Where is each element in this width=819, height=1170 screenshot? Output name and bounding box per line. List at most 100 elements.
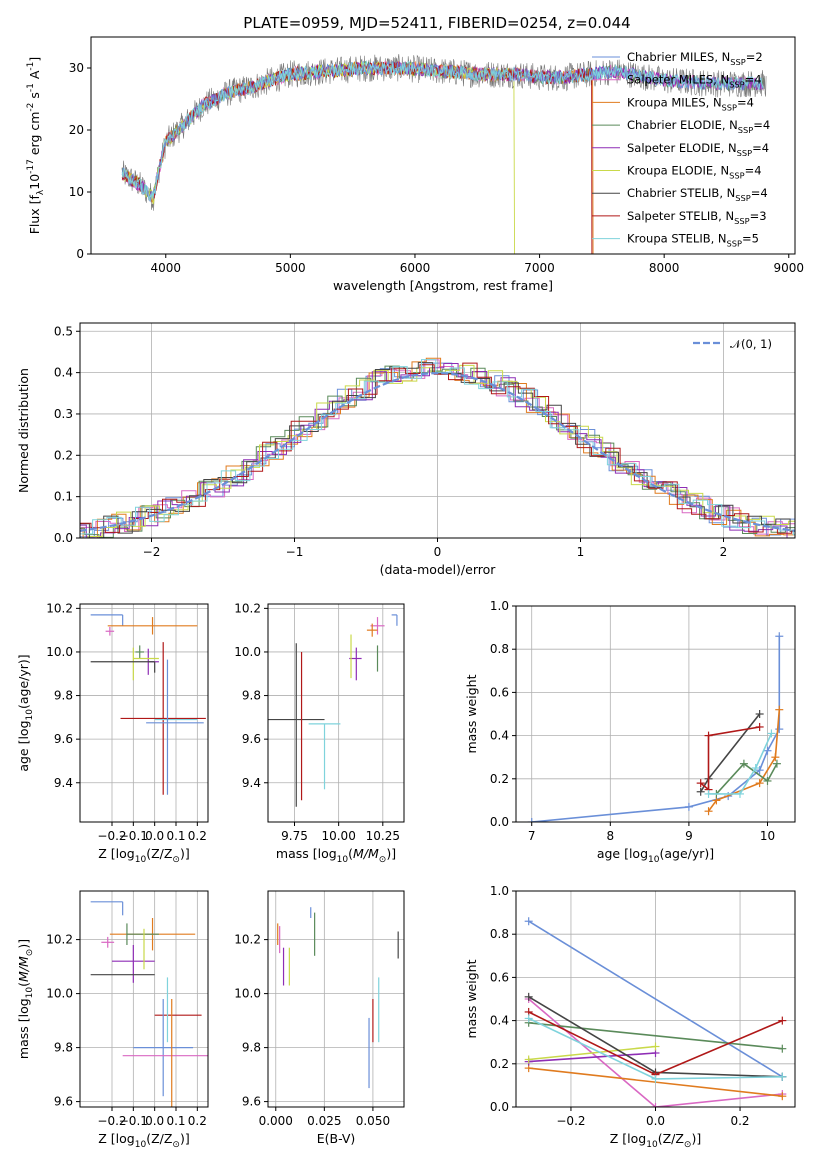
spectrum-frame [90, 36, 796, 255]
y-axis-label: mass weight [464, 674, 479, 753]
y-tick-label: 10.2 [46, 601, 73, 615]
plus-marker [524, 1014, 533, 1023]
plus-marker [778, 1072, 787, 1081]
residual-histogram-axes: −2 −1 0 1 2 0.0 0.1 0.2 0.3 0.4 0.5 (data-model)/er… [16, 323, 795, 577]
plus-marker [524, 1055, 533, 1064]
x-tick-label: 0.2 [188, 1114, 207, 1128]
histogram-bars [80, 357, 795, 538]
x-tick-label: 0.025 [307, 1114, 341, 1128]
y-tick-label: 10.2 [46, 933, 73, 947]
plus-marker [778, 1044, 787, 1053]
legend-entry: Salpeter MILES, NSSP=4 [627, 73, 762, 90]
plus-marker [527, 818, 536, 822]
y-tick-label: 9.6 [242, 732, 261, 746]
x-tick-label: 0.050 [356, 1114, 390, 1128]
y-tick-label: 1.0 [490, 884, 509, 898]
plus-marker [763, 776, 772, 785]
y-tick-label: 10 [69, 185, 84, 199]
x-tick-label: −0.2 [97, 1114, 126, 1128]
series-line [700, 726, 760, 792]
y-tick-label: 0.5 [54, 324, 73, 338]
y-axis-label: Flux [fλ10-17 erg cm-2 s-1 A-1] [26, 57, 46, 235]
normal-curve [80, 371, 795, 532]
y-tick-label: 20 [69, 123, 84, 137]
x-tick-label: −2 [143, 545, 161, 559]
x-tick-label: −1 [286, 545, 304, 559]
y-tick-label: 0.4 [54, 366, 73, 380]
plus-marker [778, 1016, 787, 1025]
plus-marker [772, 759, 781, 768]
plus-marker [755, 722, 764, 731]
y-tick-label: 9.8 [242, 1041, 261, 1055]
spectrum-axes: 4000 5000 6000 7000 8000 9000 0 10 20 30 wavelengt… [26, 57, 804, 293]
plus-marker [771, 753, 780, 762]
mass-vs-ebv-axes: 0.000 0.025 0.050 9.6 9.8 10.0 10.2 E(B-V) [234, 891, 404, 1146]
errorbar-point [268, 643, 325, 807]
x-tick-label: −0.1 [119, 1114, 148, 1128]
plus-marker [775, 632, 784, 641]
mass-vs-Z-points [90, 901, 208, 1107]
y-tick-label: 0.4 [490, 1014, 509, 1028]
y-axis-label: age [log10(age/yr)] [16, 654, 35, 771]
x-tick-label: 0.1 [166, 1114, 185, 1128]
x-tick-label: 10 [760, 829, 775, 843]
x-tick-label: 0.0 [646, 1114, 665, 1128]
age-vs-mass-points [268, 614, 398, 807]
mass-vs-ebv-points [277, 907, 399, 1089]
errorbar-point [90, 901, 124, 916]
y-tick-label: 10.0 [46, 987, 73, 1001]
x-tick-label: 6000 [400, 261, 431, 275]
chart-title: PLATE=0959, MJD=52411, FIBERID=0254, z=0… [243, 14, 630, 32]
x-tick-label: 8000 [649, 261, 680, 275]
x-axis-label: wavelength [Angstrom, rest frame] [333, 278, 553, 293]
y-tick-label: 10.2 [234, 601, 261, 615]
plus-marker [763, 746, 772, 755]
y-tick-label: 0.8 [490, 927, 509, 941]
plus-marker [651, 1074, 660, 1083]
x-tick-label: 2 [720, 545, 728, 559]
series-line [528, 998, 783, 1107]
series-line [528, 920, 783, 1078]
x-tick-label: 0.2 [188, 829, 207, 843]
errorbar-point [366, 623, 378, 637]
errorbar-point [101, 936, 115, 948]
age-vs-Z-points [90, 614, 206, 795]
plus-marker [704, 789, 713, 798]
x-axis-label: mass [log10(M/M⊙)] [276, 846, 396, 865]
y-tick-label: 9.8 [242, 689, 261, 703]
spectrum-model-line [121, 59, 764, 201]
legend-entry: Kroupa MILES, NSSP=4 [627, 95, 754, 112]
series-line [528, 1045, 656, 1061]
x-tick-label: 9 [685, 829, 693, 843]
x-tick-label: 7 [528, 829, 536, 843]
y-tick-label: 9.8 [54, 689, 73, 703]
errorbar-point [391, 614, 398, 626]
y-tick-label: 0.4 [490, 729, 509, 743]
mass-weight-vs-Z-axes: −0.2 0.0 0.2 0.0 0.2 0.4 0.6 0.8 1.0 Z [log10(Z/Z… [464, 884, 795, 1150]
age-vs-mass-axes: 9.75 10.00 10.25 9.4 9.6 9.8 10.0 10.2 mass [log… [234, 601, 404, 865]
legend-entry: Chabrier STELIB, NSSP=4 [627, 186, 768, 203]
x-tick-label: 7000 [524, 261, 555, 275]
y-tick-label: 0.2 [490, 772, 509, 786]
errorbar-point [146, 659, 204, 795]
plus-marker [524, 917, 533, 926]
legend-entry: 𝒩(0, 1) [730, 337, 772, 351]
y-tick-label: 0.6 [490, 970, 509, 984]
mass-weight-vs-age-series [527, 632, 784, 822]
y-tick-label: 0.2 [54, 448, 73, 462]
legend-entry: Kroupa ELODIE, NSSP=4 [627, 164, 762, 181]
plus-marker [651, 1042, 660, 1051]
spectrum-data-line [121, 54, 767, 211]
mass-vs-Z-frame [79, 890, 209, 1108]
errorbar-point [126, 923, 159, 945]
x-axis-label: E(B-V) [317, 1131, 356, 1146]
x-tick-label: −0.1 [119, 829, 148, 843]
mass-weight-vs-age-frame [515, 605, 796, 823]
y-tick-label: 9.8 [54, 1041, 73, 1055]
x-tick-label: 0.000 [259, 1114, 293, 1128]
x-axis-label: Z [log10(Z/Z⊙)] [610, 1131, 701, 1150]
x-axis-label: Z [log10(Z/Z⊙)] [98, 846, 189, 865]
y-tick-label: 1.0 [490, 599, 509, 613]
y-tick-label: 0.2 [490, 1057, 509, 1071]
x-tick-label: 0.2 [730, 1114, 749, 1128]
